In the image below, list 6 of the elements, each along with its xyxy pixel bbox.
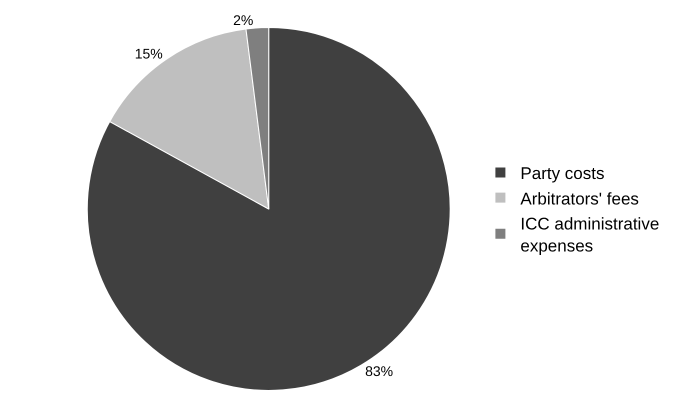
data-label: 83% [365, 363, 394, 380]
data-label: 15% [134, 45, 163, 62]
data-label: 2% [233, 12, 254, 28]
legend-label: Arbitrators' fees [520, 189, 639, 208]
legend-label: ICC administrative expenses [520, 214, 660, 256]
legend-label: Party costs [520, 164, 604, 184]
